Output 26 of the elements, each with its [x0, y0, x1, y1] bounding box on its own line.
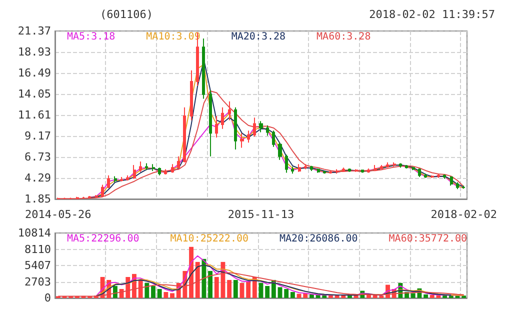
text: MA60:3.28: [316, 32, 371, 42]
x-tick-label: 2015-11-13: [228, 208, 294, 221]
y-tick-label: 5407: [24, 259, 51, 272]
chart-title: (601106): [100, 8, 153, 21]
text: MA5:3.18: [67, 32, 116, 42]
y-tick-label: 21.37: [18, 24, 51, 38]
x-tick-label: 2018-02-02: [430, 208, 497, 221]
y-tick-label: 4.29: [24, 172, 51, 184]
text: MA20:3.28: [231, 32, 286, 42]
y-tick-label: 1.85: [24, 192, 51, 206]
y-tick-label: 2703: [24, 275, 51, 288]
text: MA60:35772.00: [388, 234, 468, 244]
text: MA5:22296.00: [67, 234, 140, 244]
y-tick-label: 18.93: [18, 46, 51, 58]
y-tick-label: 11.61: [18, 108, 51, 122]
y-tick-label: 0: [44, 292, 51, 304]
x-tick-label: 2014-05-26: [25, 208, 92, 221]
y-tick-label: 9.17: [24, 130, 51, 142]
text: MA10:25222.00: [170, 234, 249, 244]
text: MA20:26086.00: [280, 234, 358, 244]
y-tick-label: 6.73: [24, 150, 51, 164]
chart-subtitle: 2018-02-02 11:39:57: [369, 8, 496, 21]
y-tick-label: 8110: [24, 242, 51, 256]
y-tick-label: 16.49: [18, 66, 51, 80]
y-tick-label: 14.05: [18, 88, 51, 100]
y-tick-label: 10814: [18, 226, 52, 240]
